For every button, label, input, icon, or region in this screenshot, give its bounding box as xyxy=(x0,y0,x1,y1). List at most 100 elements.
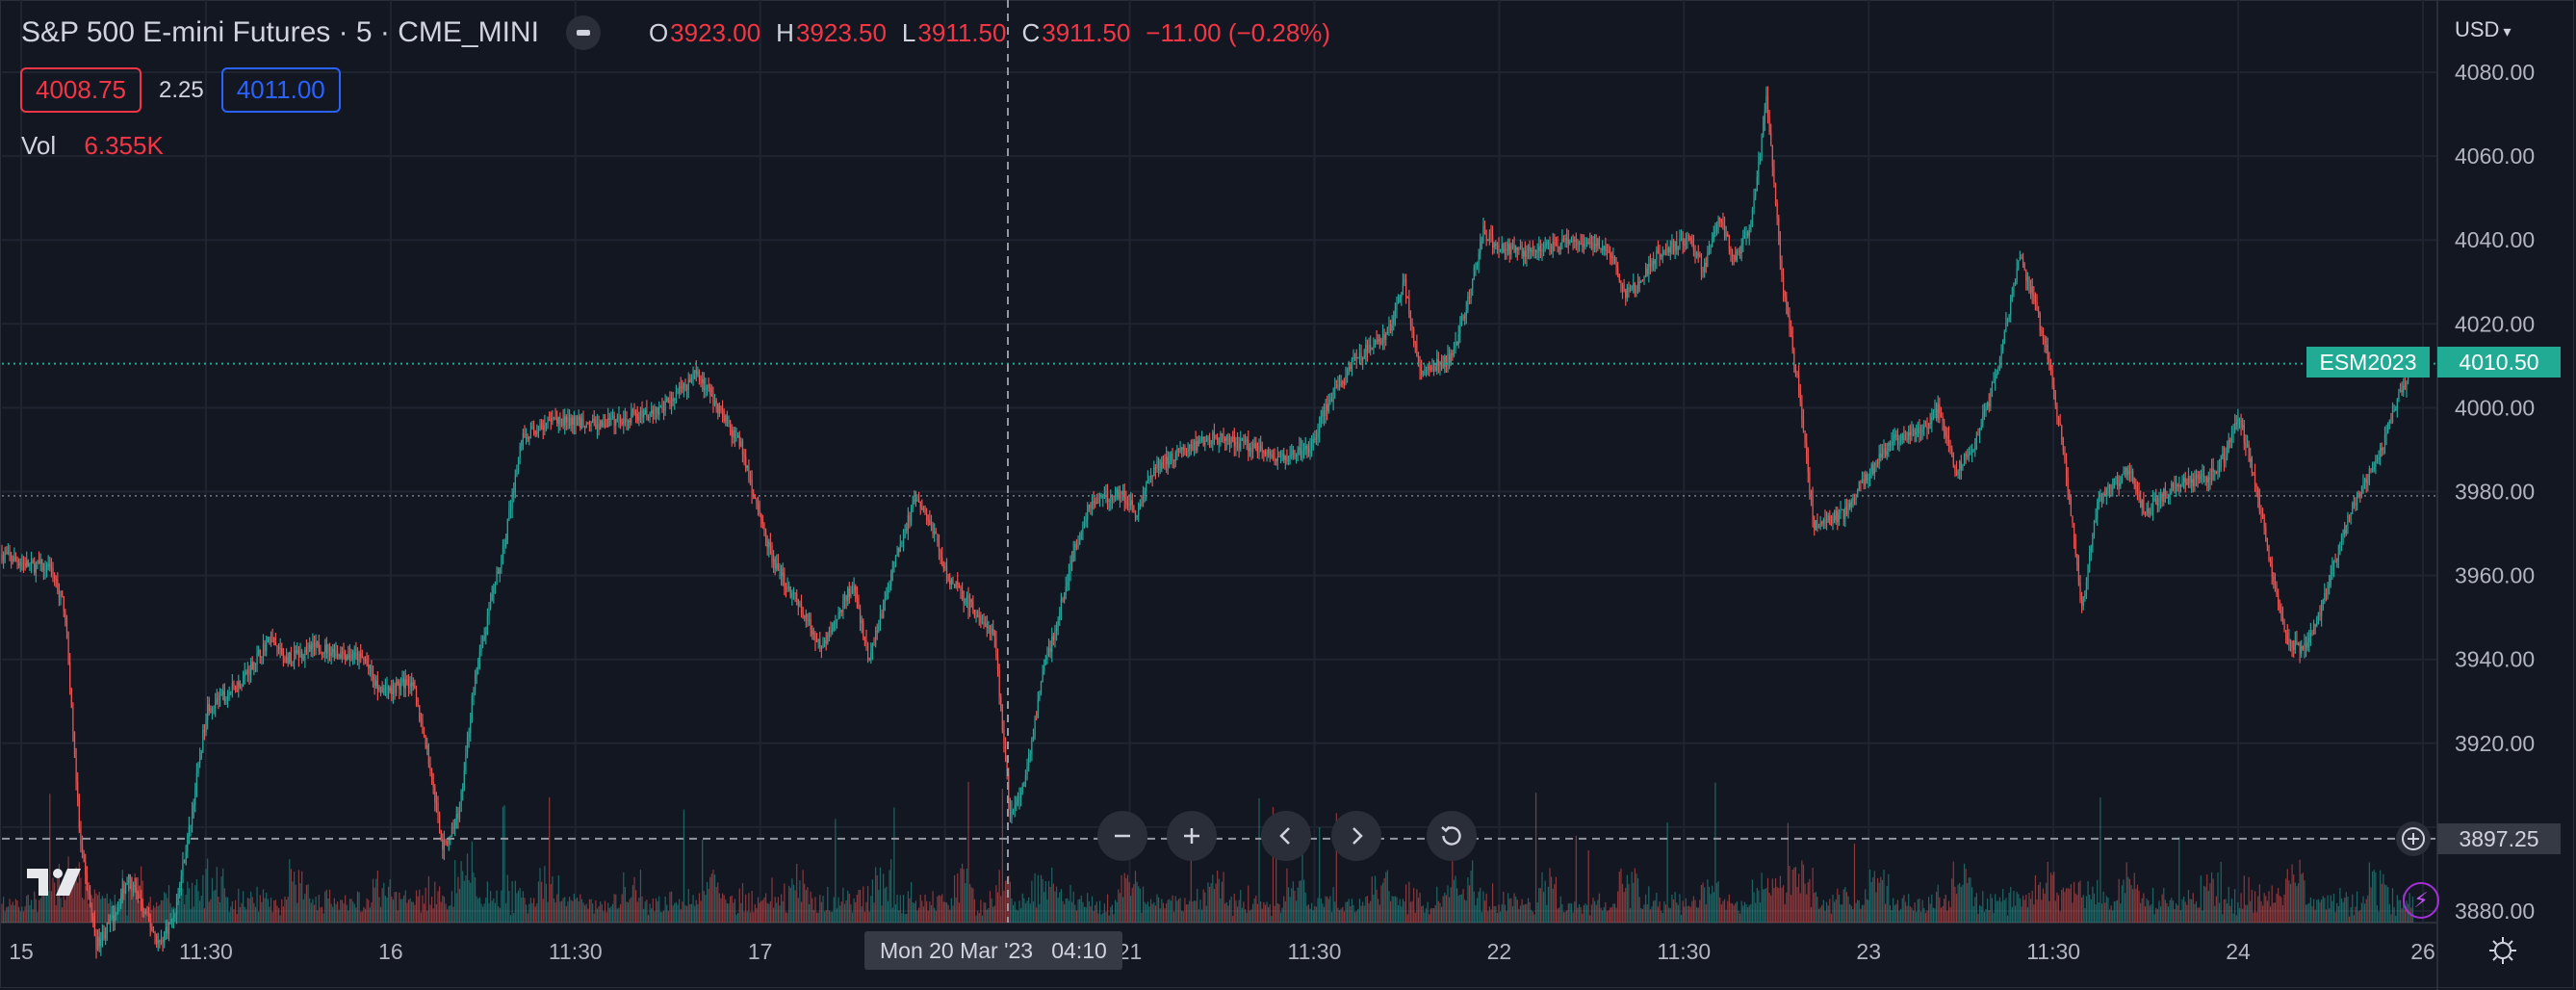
volume-bar xyxy=(388,886,390,923)
candle-body xyxy=(1177,449,1180,453)
candle-body xyxy=(1770,132,1772,145)
change-value: −11.00 (−0.28%) xyxy=(1146,17,1331,47)
lightning-icon[interactable]: ⚡ xyxy=(2403,882,2439,919)
volume-bar xyxy=(728,903,730,923)
volume-bar xyxy=(698,893,701,923)
candle-body xyxy=(1447,353,1449,366)
candle-body xyxy=(485,631,487,637)
volume-bar xyxy=(1963,863,1966,923)
volume-bar xyxy=(2385,885,2387,923)
candle-body xyxy=(253,663,255,670)
candle-body xyxy=(445,840,447,844)
volume-bar xyxy=(2067,888,2069,923)
volume-bar xyxy=(2268,891,2270,923)
candle-body xyxy=(560,418,563,426)
volume-bar xyxy=(2084,908,2086,923)
volume-bar xyxy=(1136,881,1138,923)
candle-body xyxy=(1995,376,1996,382)
candle-body xyxy=(1442,363,1444,368)
candle-body xyxy=(1480,242,1481,254)
gear-icon[interactable] xyxy=(2486,934,2519,972)
volume-bar xyxy=(1908,894,1910,923)
zoom-out-button[interactable] xyxy=(1097,811,1147,861)
volume-bar xyxy=(2293,874,2295,923)
candle-body xyxy=(754,495,756,499)
candle-body xyxy=(772,558,775,563)
candle-body xyxy=(1666,248,1668,253)
candle-body xyxy=(2014,281,2017,284)
volume-bar xyxy=(1332,887,1334,923)
volume-bar xyxy=(851,912,854,923)
scroll-right-button[interactable] xyxy=(1331,811,1381,861)
candle-body xyxy=(371,665,373,674)
candle-body xyxy=(1766,96,1769,118)
candle-body xyxy=(774,558,776,569)
minus-circle-icon[interactable] xyxy=(565,15,601,50)
plus-circle-icon[interactable] xyxy=(2396,821,2431,856)
candle-body xyxy=(233,683,235,686)
candle-body xyxy=(225,699,227,701)
sell-button[interactable]: 4008.75 xyxy=(20,67,142,113)
volume-bar xyxy=(1542,892,1545,923)
candle-body xyxy=(2057,416,2060,423)
volume-bar xyxy=(297,870,300,923)
volume-bar xyxy=(2115,900,2117,923)
symbol-title[interactable]: S&P 500 E-mini Futures · 5 · CME_MINI xyxy=(21,16,539,48)
candle-body xyxy=(1408,297,1410,315)
volume-bar xyxy=(1526,903,1528,923)
volume-bar xyxy=(791,878,793,923)
zoom-in-button[interactable] xyxy=(1167,811,1217,861)
volume-bar xyxy=(725,899,727,923)
candle-body xyxy=(37,560,39,564)
volume-label[interactable]: Vol xyxy=(21,131,57,160)
volume-bar xyxy=(1087,893,1089,923)
volume-bar xyxy=(1085,907,1087,923)
candle-body xyxy=(2306,641,2308,648)
reset-chart-button[interactable] xyxy=(1427,811,1477,861)
candle-body xyxy=(432,781,434,787)
volume-bar xyxy=(2359,910,2361,923)
volume-bar xyxy=(1845,892,1848,923)
volume-bar xyxy=(1371,876,1373,923)
candle-body xyxy=(578,416,580,420)
currency-selector[interactable]: USD ▾ xyxy=(2455,17,2511,42)
candle-body xyxy=(1091,501,1094,509)
candle-body xyxy=(1638,281,1640,283)
volume-bar xyxy=(2238,907,2241,923)
candle-body xyxy=(243,677,245,686)
tradingview-logo-icon[interactable] xyxy=(25,865,85,904)
volume-bar xyxy=(847,890,849,923)
volume-bar xyxy=(1343,911,1345,923)
candle-body xyxy=(190,824,192,826)
candle-body xyxy=(1883,448,1885,455)
candle-body xyxy=(2141,499,2143,508)
volume-bar xyxy=(590,899,592,923)
candle-body xyxy=(281,648,283,655)
candle-body xyxy=(1692,243,1695,250)
candle-body xyxy=(1116,489,1118,494)
buy-button[interactable]: 4011.00 xyxy=(220,67,341,113)
volume-bar xyxy=(907,891,909,923)
volume-bar xyxy=(639,870,642,923)
volume-bar xyxy=(1684,906,1686,923)
volume-bar xyxy=(652,899,654,923)
candle-body xyxy=(2132,471,2134,479)
volume-bar xyxy=(1555,876,1558,923)
candle-body xyxy=(35,563,37,574)
candle-body xyxy=(764,530,767,541)
candle-body xyxy=(2059,422,2061,426)
candle-body xyxy=(728,420,730,424)
volume-bar xyxy=(287,897,289,923)
candle-body xyxy=(1072,551,1074,562)
scroll-left-button[interactable] xyxy=(1261,811,1311,861)
volume-bar xyxy=(1493,906,1495,923)
candle-body xyxy=(443,840,446,850)
candle-body xyxy=(13,556,15,561)
volume-bar xyxy=(1738,910,1739,923)
candle-body xyxy=(1498,245,1500,250)
volume-bar xyxy=(2025,894,2027,923)
candle-body xyxy=(1621,285,1624,290)
candle-body xyxy=(1001,708,1003,731)
candle-body xyxy=(14,556,17,560)
